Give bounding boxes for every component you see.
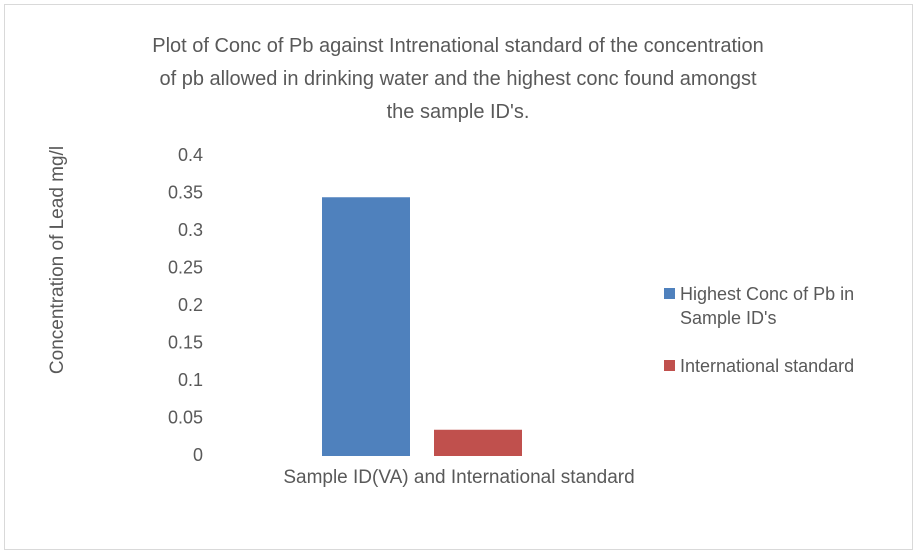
chart-title: Plot of Conc of Pb against Intrenational… [152,35,764,123]
y-tick-label: 0 [193,445,203,465]
y-tick-label: 0.35 [168,182,203,202]
legend-label: Highest Conc of Pb in Sample ID's [680,284,855,328]
x-axis-label: Sample ID(VA) and International standard [283,467,634,488]
legend-label: International standard [680,356,855,376]
legend-swatch [664,288,675,299]
legend-swatch [664,360,675,371]
y-tick-label: 0.25 [168,257,203,277]
y-tick-label: 0.1 [178,370,203,390]
y-tick-label: 0.4 [178,145,203,165]
legend-item: International standard [660,354,910,378]
y-tick-label: 0.15 [168,332,203,352]
bar [322,197,410,456]
y-tick-label: 0.3 [178,220,203,240]
legend-item: Highest Conc of Pb in Sample ID's [660,282,910,330]
y-axis-label: Concentration of Lead mg/l [47,145,68,375]
legend: Highest Conc of Pb in Sample ID's Interna… [660,282,910,402]
bar [434,429,522,456]
y-tick-label: 0.05 [168,407,203,427]
chart-border [4,4,913,550]
y-tick-label: 0.2 [178,295,203,315]
